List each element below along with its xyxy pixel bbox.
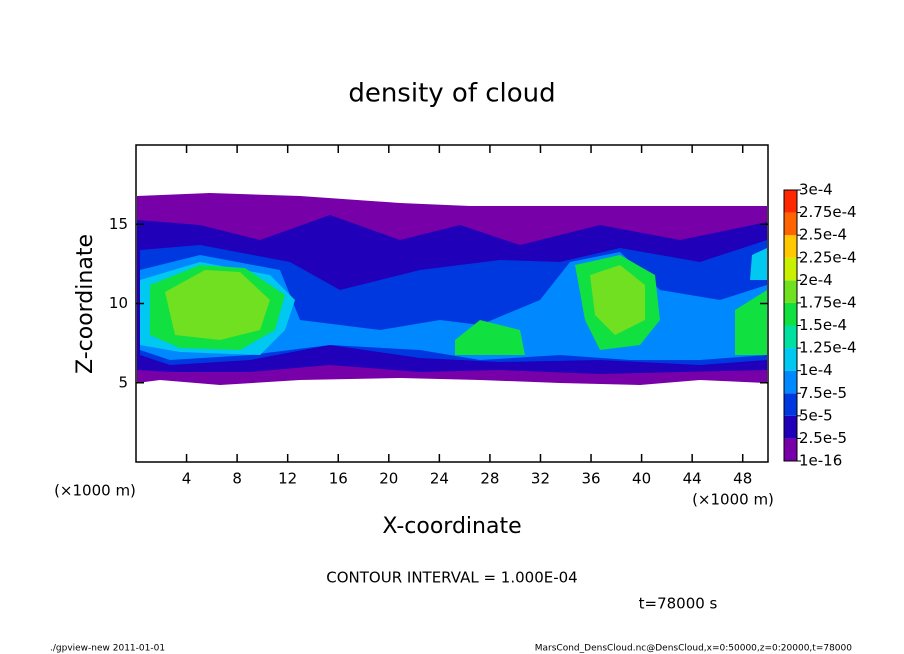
colorbar-label: 1.5e-4 [799, 316, 847, 334]
y-axis-label: Z-coordinate [73, 234, 98, 374]
x-tick-label: 36 [581, 470, 600, 488]
x-tick-label: 20 [379, 470, 398, 488]
y-tick-label: 5 [118, 373, 128, 391]
colorbar-bin [784, 370, 797, 394]
colorbar-bin [784, 415, 797, 439]
x-tick-label: 16 [329, 470, 348, 488]
x-tick-label: 32 [531, 470, 550, 488]
chart-title: density of cloud [348, 79, 555, 109]
contour-interval: CONTOUR INTERVAL = 1.000E-04 [326, 569, 577, 587]
colorbar-label: 5e-5 [799, 406, 833, 424]
y-tick-label: 10 [109, 294, 128, 312]
colorbar-bin [784, 348, 797, 371]
x-tick-label: 40 [632, 470, 651, 488]
footer-right: MarsCond_DensCloud.nc@DensCloud,x=0:5000… [535, 644, 852, 654]
colorbar-label: 2.75e-4 [799, 203, 857, 221]
colorbar-label: 1e-16 [799, 452, 842, 470]
colorbar-label: 1.75e-4 [799, 293, 857, 311]
y-tick-label: 15 [109, 215, 128, 233]
colorbar-bin [784, 212, 797, 236]
time-label: t=78000 s [639, 595, 718, 613]
cloud-field [137, 193, 767, 385]
colorbar-bin [784, 257, 797, 281]
colorbar-bin [784, 438, 797, 461]
x-tick-label: 12 [278, 470, 297, 488]
x-tick-label: 4 [182, 470, 192, 488]
x-tick-label: 8 [232, 470, 242, 488]
colorbar-label: 2.5e-5 [799, 429, 847, 447]
colorbar-label: 7.5e-5 [799, 384, 847, 402]
colorbar-bin [784, 393, 797, 416]
x-tick-label: 24 [430, 470, 449, 488]
x-axis-label: X-coordinate [382, 514, 521, 539]
colorbar-label: 2e-4 [799, 271, 833, 289]
colorbar-label: 2.5e-4 [799, 226, 847, 244]
colorbar-bin [784, 280, 797, 303]
x-tick-label: 44 [683, 470, 702, 488]
colorbar-label: 2.25e-4 [799, 248, 857, 266]
colorbar-bin [784, 325, 797, 349]
footer-left: ./gpview-new 2011-01-01 [50, 644, 165, 654]
colorbar-label: 1.25e-4 [799, 339, 857, 357]
colorbar-frame [783, 189, 798, 462]
colorbar-bin [784, 190, 797, 213]
x-tick-label: 28 [480, 470, 499, 488]
x-tick-label: 48 [733, 470, 752, 488]
colorbar-bin [784, 302, 797, 326]
colorbar-bin [784, 235, 797, 258]
y-unit-label: (×1000 m) [54, 482, 136, 500]
colorbar-label: 1e-4 [799, 361, 833, 379]
x-unit-label: (×1000 m) [692, 491, 774, 509]
colorbar-label: 3e-4 [799, 181, 833, 199]
